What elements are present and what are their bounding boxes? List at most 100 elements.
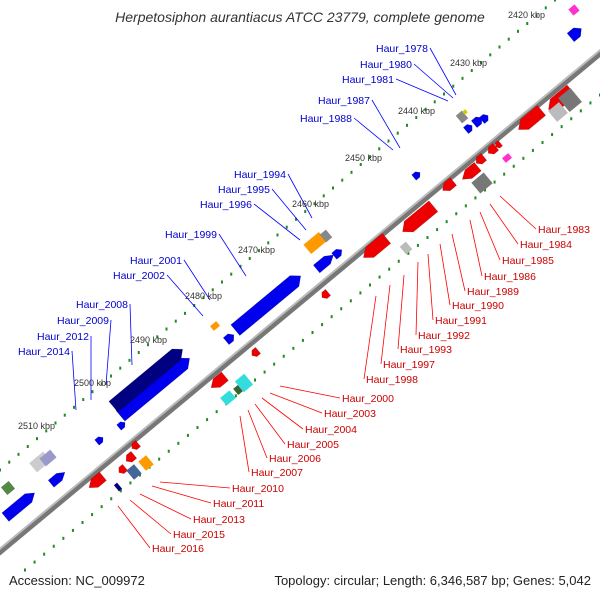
inner-tick-mark [330, 315, 333, 319]
outer-tick-mark [378, 147, 381, 151]
outer-tick-mark [489, 53, 492, 57]
inner-tick-mark [522, 156, 525, 160]
inner-tick-mark [503, 172, 506, 176]
outer-tick-mark [8, 460, 11, 464]
inner-tick-mark [589, 101, 592, 105]
label-leader [397, 274, 405, 350]
forward-gene [479, 114, 489, 124]
backbone-highlight [0, 49, 600, 550]
pseudo-gene [471, 172, 493, 194]
outer-tick-mark [211, 288, 214, 292]
reverse-gene-label: Haur_1985 [502, 255, 554, 267]
inner-tick-mark [531, 148, 534, 152]
scale-label: 2480 kbp [185, 291, 222, 301]
inner-tick-mark [119, 489, 122, 493]
reverse-gene-label: Haur_2013 [193, 514, 245, 526]
outer-tick-mark [544, 6, 547, 10]
label-leader [129, 499, 172, 535]
forward-gene-label: Haur_2014 [18, 346, 70, 358]
forward-gene-label: Haur_1978 [376, 43, 428, 55]
label-leader [499, 195, 537, 230]
outer-tick-mark [26, 445, 29, 448]
scale-label: 2500 kbp [74, 378, 111, 388]
outer-tick-mark [313, 202, 316, 206]
inner-tick-mark [541, 141, 544, 144]
reverse-gene [251, 347, 261, 357]
label-leader [117, 505, 151, 549]
forward-gene-label: Haur_1999 [165, 229, 217, 241]
inner-tick-mark [263, 370, 266, 374]
outer-tick-mark [341, 178, 344, 182]
outer-tick-mark [128, 358, 131, 362]
label-leader [429, 47, 457, 96]
inner-tick-mark [167, 449, 170, 453]
scale-label: 2420 kbp [508, 10, 545, 20]
reverse-gene [487, 142, 500, 155]
inner-tick-mark [52, 544, 55, 548]
reverse-gene-label: Haur_2015 [173, 529, 225, 541]
label-leader [353, 117, 394, 151]
label-leader [451, 233, 466, 292]
inner-tick-mark [139, 473, 141, 477]
inner-tick-mark [273, 362, 276, 366]
forward-gene [312, 254, 334, 274]
forward-gene-label: Haur_1981 [342, 74, 394, 86]
outer-tick-mark [470, 69, 473, 72]
label-leader [183, 259, 211, 301]
misc-feature [502, 153, 512, 163]
label-leader [105, 319, 112, 386]
reverse-gene [210, 371, 229, 389]
map-title: Herpetosiphon aurantiacus ATCC 23779, co… [115, 9, 485, 25]
outer-tick-mark [322, 194, 325, 198]
forward-gene [94, 436, 104, 446]
inner-tick-mark [71, 528, 74, 532]
forward-gene [463, 124, 473, 134]
inner-tick-mark [321, 323, 324, 327]
scale-label: 2440 kbp [398, 106, 435, 116]
outer-tick-mark [517, 29, 519, 33]
outer-tick-mark [91, 390, 94, 394]
outer-tick-mark [480, 61, 482, 65]
rna-gene [303, 231, 327, 255]
scale-label: 2450 kbp [345, 153, 382, 163]
inner-tick-mark [560, 125, 563, 129]
outer-tick-mark [137, 351, 140, 354]
inner-tick-mark [397, 259, 400, 263]
reverse-gene-label: Haur_1998 [366, 374, 418, 386]
reverse-gene-label: Haur_2005 [287, 439, 339, 451]
inner-tick-mark [349, 299, 352, 303]
inner-tick-mark [100, 505, 103, 509]
outer-tick-mark [452, 84, 455, 88]
reverse-gene-label: Haur_2004 [305, 424, 357, 436]
forward-gene [47, 471, 66, 488]
outer-tick-mark [184, 311, 186, 315]
outer-tick-mark [424, 108, 427, 112]
reverse-gene-label: Haur_1991 [435, 315, 487, 327]
inner-tick-mark [81, 521, 84, 524]
outer-tick-mark [110, 374, 112, 378]
misc-feature [233, 385, 243, 395]
forward-gene-label: Haur_1994 [234, 169, 286, 181]
misc-feature [220, 390, 236, 406]
outer-tick-mark [239, 264, 242, 268]
reverse-gene-label: Haur_1986 [484, 271, 536, 283]
reverse-gene-label: Haur_2003 [324, 408, 376, 420]
outer-tick-mark [396, 131, 399, 135]
inner-tick-mark [177, 441, 180, 445]
inner-tick-mark [234, 394, 237, 398]
outer-tick-mark [248, 257, 251, 260]
label-leader [439, 243, 451, 306]
inner-tick-mark [292, 346, 295, 350]
label-leader [479, 211, 501, 261]
genome-backbone [0, 49, 600, 556]
outer-tick-mark [526, 22, 529, 25]
forward-gene [411, 171, 421, 181]
inner-tick-mark [407, 251, 410, 255]
label-leader [261, 397, 304, 430]
outer-tick-mark [387, 139, 390, 143]
inner-tick-mark [512, 164, 515, 168]
outer-tick-mark [63, 413, 66, 417]
outer-tick-mark [100, 382, 103, 386]
inner-tick-mark [464, 204, 467, 208]
outer-tick-mark [230, 272, 233, 276]
